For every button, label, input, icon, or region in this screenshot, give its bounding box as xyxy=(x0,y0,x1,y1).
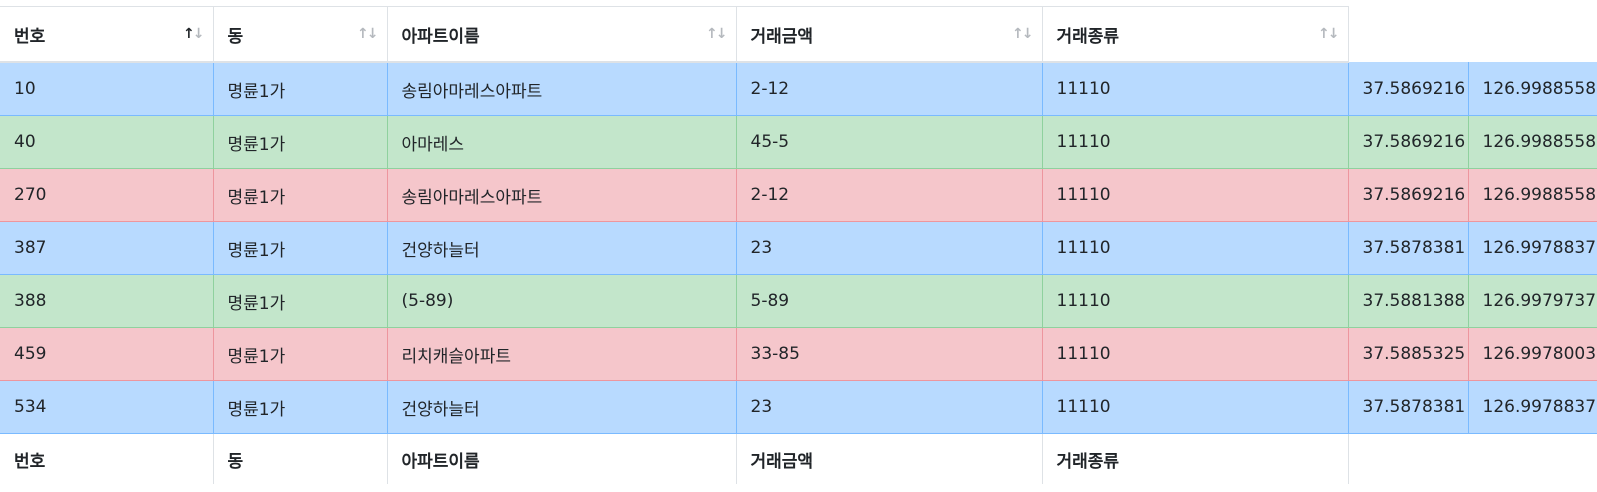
dong-cell: 명륜1가 xyxy=(213,168,388,222)
number-cell: 270 xyxy=(0,168,214,222)
dong-cell: 명륜1가 xyxy=(213,221,388,275)
number-cell: 459 xyxy=(0,327,214,381)
dong-cell: 명륜1가 xyxy=(213,62,388,116)
apartment-name-cell: 아마레스 xyxy=(387,115,737,169)
table-row[interactable]: 270 명륜1가 송림아마레스아파트 2-12 11110 37.5869216 126.9… xyxy=(0,168,1597,222)
column-header-deal-type[interactable]: 거래종류 ↑↓ xyxy=(1042,6,1349,63)
deal-type-cell: 11110 xyxy=(1042,380,1349,434)
apartment-name-cell: (5-89) xyxy=(387,274,737,328)
table-header: 번호 ↑↓ 동 ↑↓ 아파트이름 ↑↓ 거래금액 ↑↓ 거래종류 ↑↓ xyxy=(0,6,1597,63)
dong-cell: 명륜1가 xyxy=(213,327,388,381)
longitude-cell: 126.9988558 xyxy=(1468,62,1597,116)
latitude-cell: 37.5878381 xyxy=(1348,221,1469,275)
latitude-cell: 37.5878381 xyxy=(1348,380,1469,434)
column-header-dong[interactable]: 동 ↑↓ xyxy=(213,6,388,63)
column-header-apartment-name[interactable]: 아파트이름 ↑↓ xyxy=(387,6,737,63)
number-cell: 534 xyxy=(0,380,214,434)
apartment-name-cell: 건양하늘터 xyxy=(387,380,737,434)
price-cell: 45-5 xyxy=(736,115,1043,169)
column-header-price[interactable]: 거래금액 ↑↓ xyxy=(736,6,1043,63)
number-cell: 40 xyxy=(0,115,214,169)
apartment-name-cell: 건양하늘터 xyxy=(387,221,737,275)
price-cell: 5-89 xyxy=(736,274,1043,328)
deal-type-cell: 11110 xyxy=(1042,327,1349,381)
footer-dong: 동 xyxy=(213,433,388,484)
apartment-name-cell: 송림아마레스아파트 xyxy=(387,62,737,116)
table-row[interactable]: 40 명륜1가 아마레스 45-5 11110 37.5869216 126.9988558 xyxy=(0,115,1597,169)
longitude-cell: 126.9988558 xyxy=(1468,115,1597,169)
table-body: 10 명륜1가 송림아마레스아파트 2-12 11110 37.5869216 126.99… xyxy=(0,62,1597,434)
number-cell: 387 xyxy=(0,221,214,275)
sort-icon[interactable]: ↑↓ xyxy=(706,26,728,42)
deal-type-cell: 11110 xyxy=(1042,62,1349,116)
deal-type-cell: 11110 xyxy=(1042,274,1349,328)
dong-cell: 명륜1가 xyxy=(213,380,388,434)
sort-icon[interactable]: ↑↓ xyxy=(1012,26,1034,42)
deal-type-cell: 11110 xyxy=(1042,115,1349,169)
footer-deal-type: 거래종류 xyxy=(1042,433,1349,484)
table-row[interactable]: 534 명륜1가 건양하늘터 23 11110 37.5878381 126.9978837 xyxy=(0,380,1597,434)
latitude-cell: 37.5869216 xyxy=(1348,62,1469,116)
longitude-cell: 126.9988558 xyxy=(1468,168,1597,222)
number-cell: 10 xyxy=(0,62,214,116)
table-footer: 번호 동 아파트이름 거래금액 거래종류 xyxy=(0,433,1597,484)
latitude-cell: 37.5869216 xyxy=(1348,115,1469,169)
longitude-cell: 126.9978003 xyxy=(1468,327,1597,381)
price-cell: 2-12 xyxy=(736,62,1043,116)
longitude-cell: 126.9978837 xyxy=(1468,380,1597,434)
price-cell: 23 xyxy=(736,380,1043,434)
table-row[interactable]: 10 명륜1가 송림아마레스아파트 2-12 11110 37.5869216 126.99… xyxy=(0,62,1597,116)
footer-number: 번호 xyxy=(0,433,214,484)
apartment-name-cell: 리치캐슬아파트 xyxy=(387,327,737,381)
apartment-name-cell: 송림아마레스아파트 xyxy=(387,168,737,222)
table-row[interactable]: 459 명륜1가 리치캐슬아파트 33-85 11110 37.5885325 126.99… xyxy=(0,327,1597,381)
dong-cell: 명륜1가 xyxy=(213,115,388,169)
sort-icon[interactable]: ↑↓ xyxy=(357,26,379,42)
footer-blank xyxy=(1348,433,1597,484)
latitude-cell: 37.5885325 xyxy=(1348,327,1469,381)
price-cell: 2-12 xyxy=(736,168,1043,222)
sort-icon[interactable]: ↑↓ xyxy=(1318,26,1340,42)
table-row[interactable]: 388 명륜1가 (5-89) 5-89 11110 37.5881388 126.9979… xyxy=(0,274,1597,328)
latitude-cell: 37.5869216 xyxy=(1348,168,1469,222)
sort-icon[interactable]: ↑↓ xyxy=(183,26,205,42)
longitude-cell: 126.9978837 xyxy=(1468,221,1597,275)
longitude-cell: 126.9979737 xyxy=(1468,274,1597,328)
dong-cell: 명륜1가 xyxy=(213,274,388,328)
price-cell: 33-85 xyxy=(736,327,1043,381)
table-row[interactable]: 387 명륜1가 건양하늘터 23 11110 37.5878381 126.9978837 xyxy=(0,221,1597,275)
number-cell: 388 xyxy=(0,274,214,328)
deal-type-cell: 11110 xyxy=(1042,168,1349,222)
column-header-number[interactable]: 번호 ↑↓ xyxy=(0,6,214,63)
footer-price: 거래금액 xyxy=(736,433,1043,484)
footer-apartment-name: 아파트이름 xyxy=(387,433,737,484)
apartment-table: 번호 ↑↓ 동 ↑↓ 아파트이름 ↑↓ 거래금액 ↑↓ 거래종류 ↑↓ 10 명륜1가 송림아… xyxy=(0,6,1597,484)
header-blank xyxy=(1348,6,1597,62)
deal-type-cell: 11110 xyxy=(1042,221,1349,275)
price-cell: 23 xyxy=(736,221,1043,275)
latitude-cell: 37.5881388 xyxy=(1348,274,1469,328)
